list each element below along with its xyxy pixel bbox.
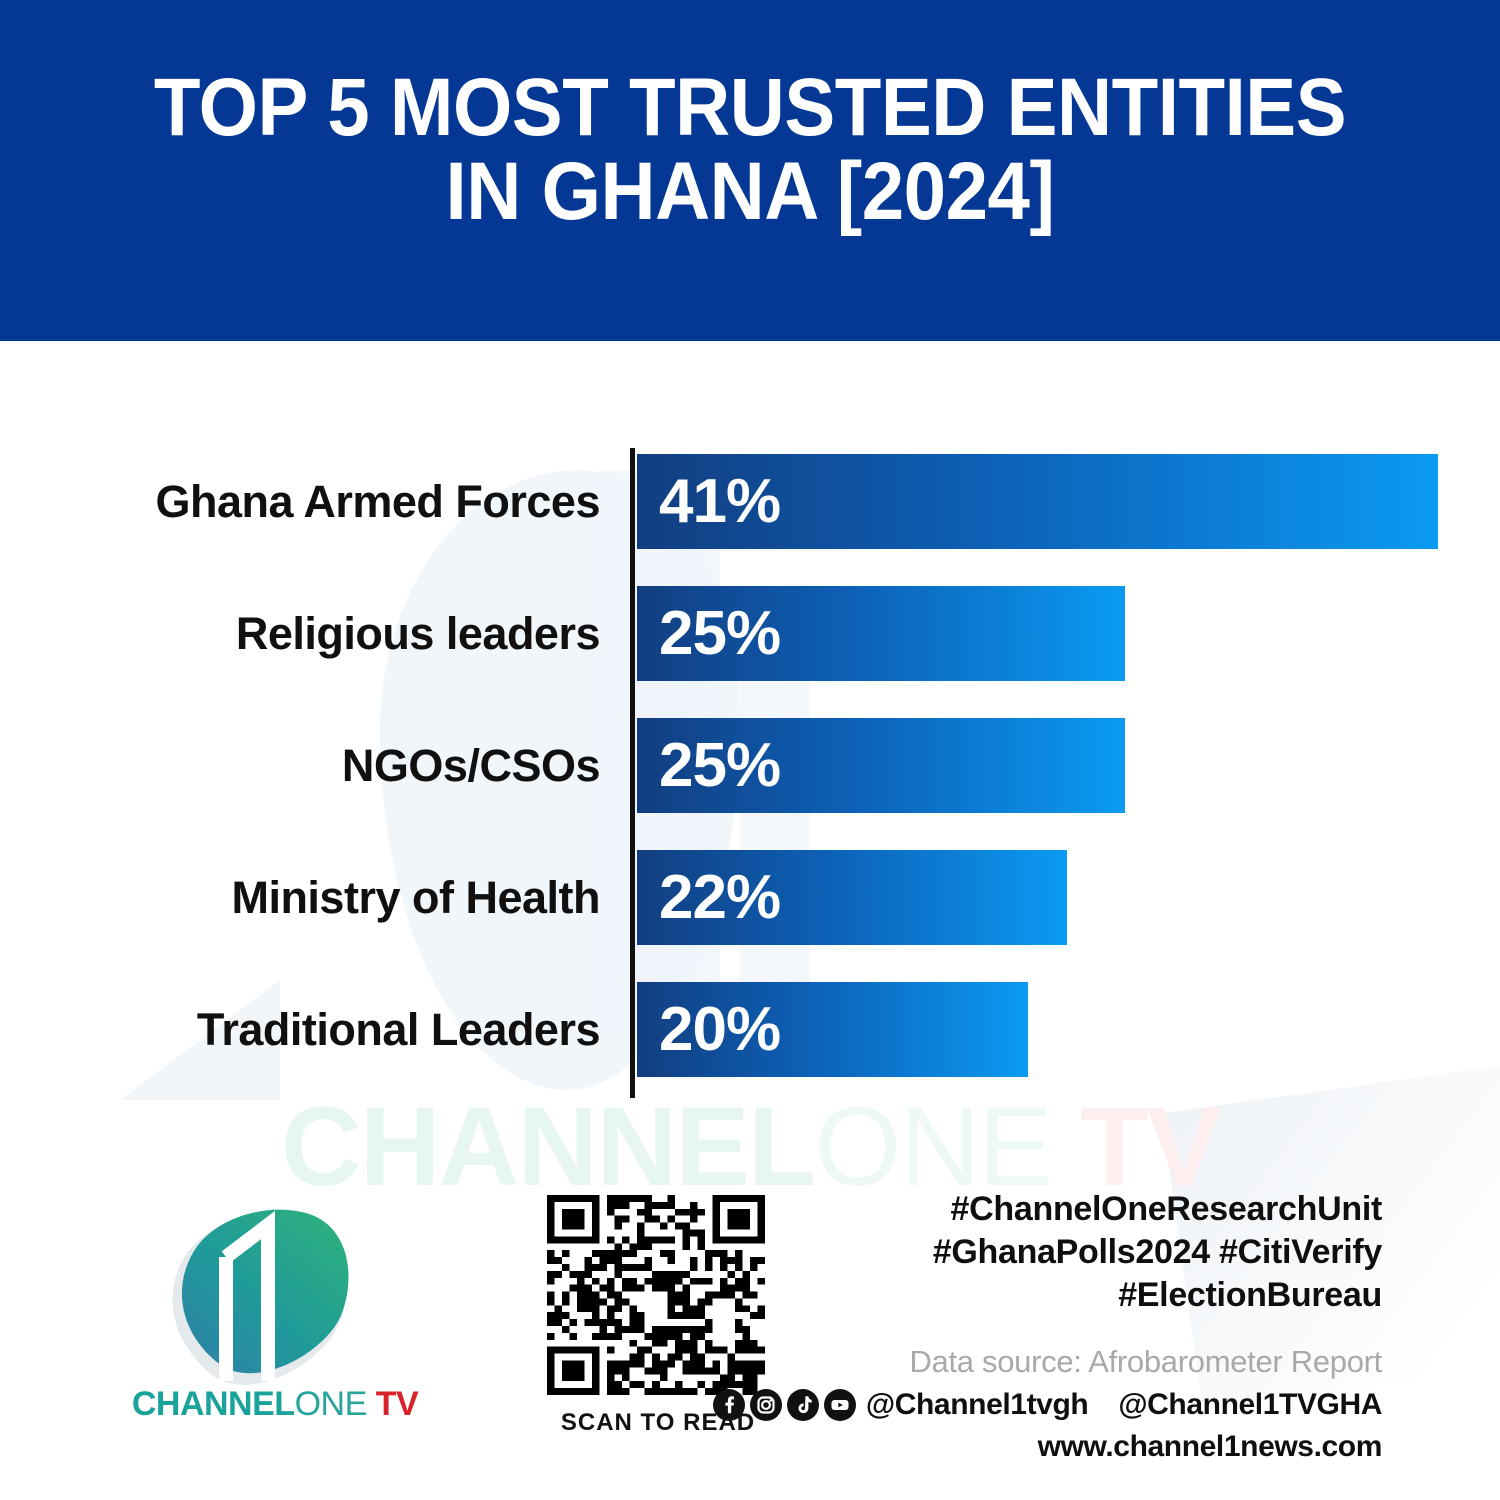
watermark-part-c: TV bbox=[1051, 1084, 1221, 1209]
social-handle-x[interactable]: @Channel1TVGHA bbox=[1118, 1388, 1382, 1422]
qr-code-image[interactable] bbox=[547, 1195, 765, 1395]
bar: 41% bbox=[637, 454, 1438, 549]
bar-value-label: 25% bbox=[659, 599, 781, 668]
data-source-label: Data source: Afrobarometer Report bbox=[909, 1344, 1382, 1380]
bar-chart: Ghana Armed Forces 41% Religious leaders 25… bbox=[0, 341, 1500, 1131]
bar: 20% bbox=[637, 982, 1028, 1077]
instagram-icon[interactable] bbox=[749, 1389, 782, 1422]
social-handles-row: @Channel1tvgh @Channel1TVGHA bbox=[712, 1388, 1382, 1422]
qr-block[interactable]: SCAN TO READ bbox=[547, 1195, 769, 1465]
wordmark-channel: CHANNEL bbox=[131, 1385, 295, 1423]
facebook-icon[interactable] bbox=[712, 1389, 745, 1422]
tiktok-icon[interactable] bbox=[786, 1389, 819, 1422]
hashtags: #ChannelOneResearchUnit #GhanaPolls2024 … bbox=[932, 1190, 1383, 1314]
bar-category-label: Religious leaders bbox=[235, 607, 601, 659]
wordmark-one: ONE bbox=[294, 1385, 368, 1423]
chart-row: Ghana Armed Forces 41% bbox=[0, 454, 1500, 549]
bar-value-label: 25% bbox=[659, 731, 781, 800]
watermark-channelonetv: CHANNELONE TV bbox=[0, 1082, 1500, 1211]
watermark-part-b: ONE bbox=[814, 1084, 1053, 1209]
bar-value-label: 41% bbox=[659, 467, 781, 536]
brand-logo: CHANNELONE TV bbox=[132, 1195, 435, 1445]
youtube-icon[interactable] bbox=[823, 1389, 856, 1422]
bar: 22% bbox=[637, 850, 1067, 945]
social-handle-primary[interactable]: @Channel1tvgh bbox=[865, 1388, 1089, 1422]
brand-wordmark: CHANNELONE TV bbox=[110, 1385, 440, 1424]
chart-row: NGOs/CSOs 25% bbox=[0, 718, 1500, 813]
watermark-part-a: CHANNEL bbox=[280, 1084, 817, 1209]
bar-category-label: Traditional Leaders bbox=[196, 1003, 601, 1055]
header-banner: TOP 5 MOST TRUSTED ENTITIES IN GHANA [20… bbox=[0, 0, 1500, 341]
bar: 25% bbox=[637, 718, 1125, 813]
wordmark-tv: TV bbox=[366, 1385, 419, 1423]
chart-row: Ministry of Health 22% bbox=[0, 850, 1500, 945]
bar: 25% bbox=[637, 586, 1125, 681]
chart-row: Traditional Leaders 20% bbox=[0, 982, 1500, 1077]
channelone-logo-icon bbox=[172, 1209, 349, 1385]
bar-category-label: NGOs/CSOs bbox=[341, 739, 601, 791]
bar-value-label: 20% bbox=[659, 995, 781, 1064]
website-url[interactable]: www.channel1news.com bbox=[1037, 1430, 1383, 1464]
social-icon-group[interactable] bbox=[712, 1389, 856, 1422]
footer: CHANNELONE TV SCAN TO READ #ChannelOneRe… bbox=[0, 1160, 1500, 1500]
chart-row: Religious leaders 25% bbox=[0, 586, 1500, 681]
bar-value-label: 22% bbox=[659, 863, 781, 932]
chart-axis-line bbox=[630, 448, 635, 1098]
bar-category-label: Ghana Armed Forces bbox=[155, 475, 601, 527]
page-title: TOP 5 MOST TRUSTED ENTITIES IN GHANA [20… bbox=[153, 62, 1347, 237]
footer-text-column: #ChannelOneResearchUnit #GhanaPolls2024 … bbox=[712, 1188, 1383, 1464]
bar-category-label: Ministry of Health bbox=[231, 871, 600, 923]
